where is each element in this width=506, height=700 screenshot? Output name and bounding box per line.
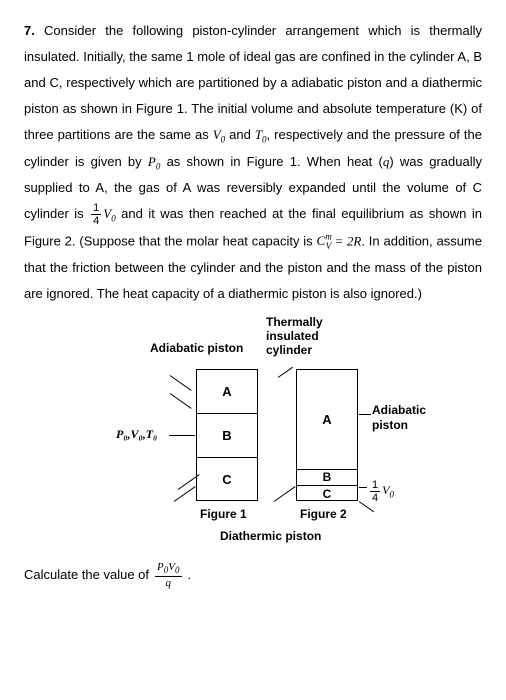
tick-line <box>170 375 192 391</box>
pvt-label: P₀,V₀,T₀ <box>116 427 157 442</box>
var-V0: V0 <box>213 127 225 142</box>
text-part1: Consider the following piston-cylinder a… <box>24 23 482 142</box>
calc-fraction: P0V0 q <box>155 561 181 589</box>
tick-line <box>274 486 296 502</box>
fig2-cell-C: C <box>297 486 357 502</box>
adiabatic-pointer-line <box>359 414 371 415</box>
fig1-cell-A: A <box>197 370 257 414</box>
pvt-pointer-line <box>169 435 195 436</box>
diathermic-label: Diathermic piston <box>220 529 321 543</box>
calc-text: Calculate the value of <box>24 567 149 582</box>
quarter-v-label: 14V0 <box>368 479 394 504</box>
figure2-box: A B C <box>296 369 358 501</box>
adiabatic-right-label: Adiabatic piston <box>372 403 426 434</box>
var-Cv: CmV <box>317 233 332 248</box>
fig1-cell-B: B <box>197 414 257 458</box>
quarter-pointer-line <box>359 487 367 488</box>
problem-text: 7. Consider the following piston-cylinde… <box>24 18 482 307</box>
tick-line <box>278 366 293 377</box>
text-part1b: and <box>225 127 255 142</box>
calc-period: . <box>188 567 192 582</box>
fig2-cell-B: B <box>297 470 357 486</box>
fraction-quarter: 14 <box>91 202 101 227</box>
var-P0: P0 <box>148 154 160 169</box>
thermal-label: Thermally insulated cylinder <box>266 315 323 358</box>
fig2-cell-A: A <box>297 370 357 470</box>
question-number: 7. <box>24 23 35 38</box>
eq-2R: = 2R <box>331 233 361 248</box>
tick-line <box>170 393 192 409</box>
adiabatic-piston-top-label: Adiabatic piston <box>150 341 243 355</box>
var-T0: T0 <box>255 127 267 142</box>
var-V0b: V0 <box>103 206 115 221</box>
calculate-line: Calculate the value of P0V0 q . <box>24 561 482 589</box>
figure1-caption: Figure 1 <box>200 507 247 521</box>
figure1-box: A B C <box>196 369 258 501</box>
diagram-area: Thermally insulated cylinder Adiabatic p… <box>24 315 482 555</box>
figure2-caption: Figure 2 <box>300 507 347 521</box>
fig1-cell-C: C <box>197 458 257 502</box>
text-part1d: as shown in Figure 1. When heat ( <box>160 154 383 169</box>
